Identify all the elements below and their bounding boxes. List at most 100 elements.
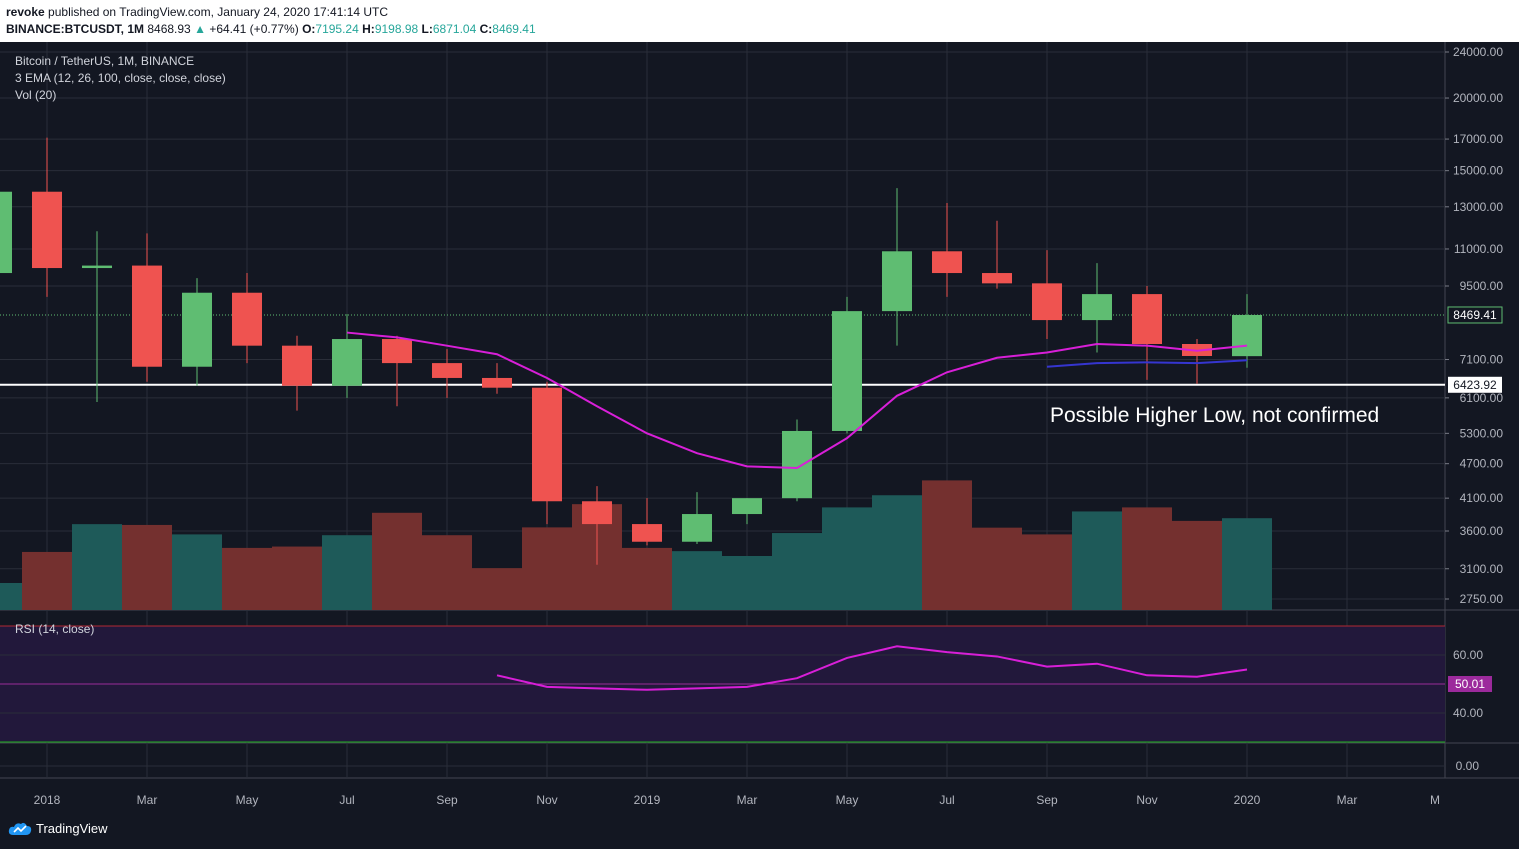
open-value: 7195.24 xyxy=(315,22,359,36)
candle[interactable] xyxy=(832,296,862,434)
chart-area[interactable]: 2018 Mar May Jul Sep Nov 2019 Mar May Jul Sep Nov 20… xyxy=(0,42,1519,849)
volume-indicator-label[interactable]: Vol (20) xyxy=(15,88,57,102)
volume-bar[interactable] xyxy=(1022,534,1072,610)
ema-slow-line[interactable] xyxy=(1046,359,1248,368)
candle[interactable] xyxy=(332,314,362,398)
time-axis-label: 2018 xyxy=(34,793,61,807)
price-axis-label: 5300.00 xyxy=(1460,426,1504,440)
tradingview-logo[interactable]: TradingView xyxy=(8,821,108,836)
high-value: 9198.98 xyxy=(374,22,419,36)
volume-bar[interactable] xyxy=(872,495,922,610)
volume-bar[interactable] xyxy=(1222,518,1272,610)
volume-bar[interactable] xyxy=(122,524,172,610)
candle-body-up xyxy=(882,251,912,312)
low-label: L: xyxy=(421,22,433,36)
candle-body-down xyxy=(632,524,662,542)
candle[interactable] xyxy=(1132,285,1162,380)
close-value: 8469.41 xyxy=(492,22,536,36)
chart-annotation[interactable]: Possible Higher Low, not confirmed xyxy=(1050,404,1380,427)
time-axis-label: M xyxy=(1430,793,1440,807)
time-axis-label: Mar xyxy=(137,793,158,807)
volume-bar[interactable] xyxy=(1122,507,1172,610)
volume-bar[interactable] xyxy=(222,547,272,610)
candle[interactable] xyxy=(1232,294,1262,368)
volume-bar[interactable] xyxy=(522,527,572,610)
candle[interactable] xyxy=(82,231,112,403)
author-name[interactable]: revoke xyxy=(6,5,45,19)
published-text: published on TradingView.com, January 24… xyxy=(48,5,389,19)
candle[interactable] xyxy=(232,273,262,364)
candle-body-up xyxy=(82,265,112,269)
volume-bar[interactable] xyxy=(322,535,372,610)
candle[interactable] xyxy=(182,278,212,386)
rsi-indicator-label[interactable]: RSI (14, close) xyxy=(15,622,95,636)
candle[interactable] xyxy=(682,492,712,544)
volume-bar[interactable] xyxy=(772,533,822,610)
bottom-pane-axis-label: 0.00 xyxy=(1456,759,1480,773)
volume-bar[interactable] xyxy=(422,535,472,610)
volume-bar[interactable] xyxy=(1072,511,1122,610)
volume-bar[interactable] xyxy=(972,527,1022,610)
ema-line[interactable] xyxy=(346,331,1248,470)
volume-bar[interactable] xyxy=(172,534,222,610)
volume-bar[interactable] xyxy=(1172,520,1222,610)
candle-body-down xyxy=(282,345,312,386)
time-axis-label: Mar xyxy=(1337,793,1358,807)
ohlc-summary: BINANCE:BTCUSDT, 1M 8468.93 ▲ +64.41 (+0… xyxy=(6,22,536,36)
price-change-up-arrow-icon: ▲ xyxy=(194,22,206,36)
volume-bar[interactable] xyxy=(0,583,22,610)
support-price-label-box xyxy=(1448,376,1502,393)
volume-bar[interactable] xyxy=(722,556,772,610)
volume-bar[interactable] xyxy=(822,507,872,610)
volume-bar[interactable] xyxy=(272,546,322,610)
series-title[interactable]: Bitcoin / TetherUS, 1M, BINANCE xyxy=(15,54,195,68)
candle[interactable] xyxy=(882,188,912,346)
price-axis-label: 4100.00 xyxy=(1460,491,1504,505)
ema-indicator-label[interactable]: 3 EMA (12, 26, 100, close, close, close) xyxy=(15,71,226,85)
volume-bar[interactable] xyxy=(622,547,672,610)
volume-bar[interactable] xyxy=(472,568,522,610)
candle-body-down xyxy=(482,377,512,388)
price-axis-label: 2750.00 xyxy=(1460,592,1504,606)
support-price-axis-label: 6423.92 xyxy=(1453,378,1497,392)
candle[interactable] xyxy=(782,419,812,502)
candle[interactable] xyxy=(382,335,412,407)
candle[interactable] xyxy=(1082,263,1112,353)
candle[interactable] xyxy=(482,363,512,394)
price-axis-label: 9500.00 xyxy=(1460,279,1504,293)
time-axis-label: May xyxy=(236,793,259,807)
candle[interactable] xyxy=(282,335,312,411)
time-axis-label: Mar xyxy=(737,793,758,807)
candle[interactable] xyxy=(1032,250,1062,340)
candle[interactable] xyxy=(432,349,462,398)
candle[interactable] xyxy=(582,486,612,565)
volume-bar[interactable] xyxy=(672,551,722,610)
volume-bar[interactable] xyxy=(22,551,72,610)
time-axis-label: Nov xyxy=(536,793,557,807)
candle-body-up xyxy=(1082,294,1112,321)
candle-body-down xyxy=(1032,283,1062,321)
last-price-label-box xyxy=(1447,306,1503,324)
symbol-label: BINANCE:BTCUSDT, 1M xyxy=(6,22,144,36)
close-label: C: xyxy=(479,22,493,36)
candle[interactable] xyxy=(32,137,62,297)
price-axis-label: 4700.00 xyxy=(1460,457,1504,471)
price-axis-label: 15000.00 xyxy=(1453,164,1503,178)
volume-bar[interactable] xyxy=(372,512,422,610)
candle[interactable] xyxy=(0,101,12,407)
publish-info: revoke published on TradingView.com, Jan… xyxy=(6,5,388,19)
price-chart[interactable]: 2018 Mar May Jul Sep Nov 2019 Mar May Jul Sep Nov 20… xyxy=(0,42,1519,849)
candle[interactable] xyxy=(732,498,762,525)
candle[interactable] xyxy=(632,498,662,546)
price-axis-label: 3100.00 xyxy=(1460,562,1504,576)
candle[interactable] xyxy=(532,381,562,525)
rsi-line[interactable] xyxy=(496,645,1248,691)
volume-bar[interactable] xyxy=(922,480,972,610)
candle[interactable] xyxy=(982,220,1012,289)
candle[interactable] xyxy=(132,233,162,382)
time-axis-label: Jul xyxy=(939,793,954,807)
volume-bar[interactable] xyxy=(72,524,122,610)
candle-body-down xyxy=(232,292,262,346)
price-axis-label: 7100.00 xyxy=(1460,353,1504,367)
candle[interactable] xyxy=(932,202,962,297)
